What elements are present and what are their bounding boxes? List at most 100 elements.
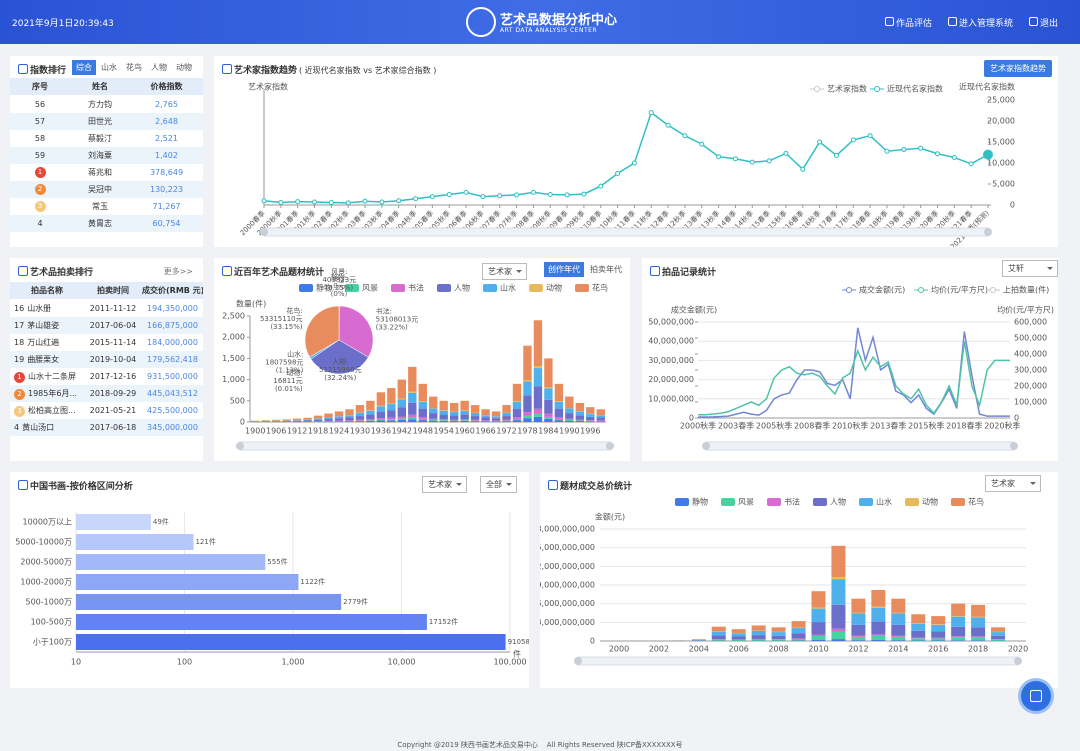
select[interactable]: 艾轩 bbox=[1002, 260, 1058, 277]
bar-segment bbox=[460, 414, 469, 420]
site-subtitle: ART DATA ANALYSIS CENTER bbox=[500, 27, 598, 34]
more-link[interactable]: 更多>> bbox=[163, 267, 193, 276]
select[interactable]: 艺术家 bbox=[985, 475, 1041, 492]
tab[interactable]: 拍卖年代 bbox=[590, 265, 622, 274]
fab-icon bbox=[1030, 690, 1042, 702]
x-tick-label: 1990 bbox=[559, 427, 579, 436]
zoom-handle[interactable] bbox=[574, 657, 582, 665]
y-tick-label: 100,000 bbox=[1014, 398, 1047, 407]
select[interactable]: 艺术家 bbox=[422, 476, 467, 493]
cell: 1 bbox=[10, 167, 70, 178]
table-header: 拍品名称 拍卖时间 成交价(RMB 元) bbox=[10, 282, 203, 299]
bar-segment bbox=[791, 621, 806, 628]
bar-segment bbox=[282, 419, 291, 421]
zoom-handle[interactable] bbox=[260, 228, 268, 236]
x-tick-label: 2000秋季 bbox=[680, 421, 716, 431]
nav-item[interactable]: 退出 bbox=[1028, 16, 1058, 29]
cell: 2017-06-04 bbox=[89, 321, 137, 330]
table-row: 16 山水册 2011-11-12 194,350,000 bbox=[10, 300, 203, 317]
point bbox=[514, 192, 520, 198]
cell: 130,223 bbox=[149, 185, 184, 194]
bar-segment bbox=[891, 613, 906, 625]
bar-segment bbox=[596, 409, 605, 416]
legend-label: 上拍数量(件) bbox=[1003, 285, 1049, 295]
bar bbox=[76, 554, 266, 570]
bar-segment bbox=[565, 408, 574, 409]
totals-panel: 金额(元) 0 3,000,000,000 6,000,000,000 9,000,00… bbox=[540, 472, 1058, 688]
bar-segment bbox=[292, 418, 302, 421]
zoom-handle[interactable] bbox=[236, 442, 244, 450]
cell: 黄胄志 bbox=[88, 219, 112, 228]
bar-segment bbox=[533, 413, 543, 417]
select[interactable]: 全部 bbox=[480, 476, 517, 493]
tab[interactable]: 花鸟 bbox=[126, 63, 142, 72]
bar-segment bbox=[971, 637, 986, 641]
point bbox=[530, 189, 536, 195]
cell: 16 山水册 bbox=[10, 303, 84, 314]
y-tick-label: 2,500 bbox=[222, 312, 245, 321]
bar-segment bbox=[751, 635, 766, 639]
bar-segment bbox=[324, 413, 333, 418]
point bbox=[716, 154, 722, 160]
bar-segment bbox=[366, 414, 375, 420]
bar-segment bbox=[851, 635, 866, 637]
zoom-handle[interactable] bbox=[984, 228, 992, 236]
point bbox=[345, 200, 351, 206]
x-tick-label: 1966 bbox=[475, 427, 495, 436]
x-tick-label: 2016 bbox=[928, 645, 948, 654]
select[interactable]: 艺术家 bbox=[482, 263, 527, 280]
zoom-handle[interactable] bbox=[1010, 442, 1018, 450]
bar-segment bbox=[691, 639, 706, 640]
cell: 59 bbox=[10, 151, 70, 160]
pie-label: 静物: bbox=[331, 273, 347, 282]
fab-button[interactable] bbox=[1018, 678, 1054, 714]
zoom-handle[interactable] bbox=[1014, 657, 1022, 665]
nav-item[interactable]: 进入管理系统 bbox=[947, 16, 1013, 29]
bar-segment bbox=[387, 388, 396, 404]
bar-segment bbox=[831, 579, 846, 605]
bar bbox=[76, 514, 151, 530]
zoom-handle[interactable] bbox=[702, 442, 710, 450]
pie-label: 山水: bbox=[287, 349, 303, 358]
bar-segment bbox=[397, 407, 407, 417]
bar-segment bbox=[911, 638, 926, 641]
bar-segment bbox=[387, 403, 396, 405]
zoom-handle[interactable] bbox=[606, 442, 614, 450]
point bbox=[800, 166, 806, 172]
nav-item[interactable]: 作品评估 bbox=[884, 16, 932, 29]
table-header: 序号 姓名 价格指数 bbox=[10, 78, 203, 95]
point bbox=[749, 159, 755, 165]
tab[interactable]: 山水 bbox=[101, 63, 117, 72]
bar-segment bbox=[355, 416, 365, 420]
item-name: 松柏高立图... bbox=[28, 405, 76, 415]
bar-segment bbox=[418, 420, 427, 422]
tab[interactable]: 综合 bbox=[72, 60, 96, 75]
rank: 3 bbox=[14, 405, 25, 417]
cell: 2 bbox=[10, 184, 70, 195]
pie-slice bbox=[304, 305, 340, 358]
bar-segment bbox=[512, 401, 522, 402]
table-row: 56 方力钧 2,765 bbox=[10, 96, 203, 113]
bar-segment bbox=[449, 420, 459, 422]
cell: 2,521 bbox=[155, 134, 178, 143]
rank: 1 bbox=[14, 371, 25, 383]
trend-button[interactable]: 艺术家指数趋势 bbox=[984, 60, 1052, 77]
tab[interactable]: 创作年代 bbox=[544, 262, 584, 277]
bar-segment bbox=[355, 419, 365, 421]
point bbox=[446, 192, 452, 197]
bar-segment bbox=[575, 420, 585, 422]
cell: 166,875,000 bbox=[147, 321, 198, 330]
bar-segment bbox=[871, 634, 886, 636]
point bbox=[261, 198, 267, 204]
legend-marker bbox=[814, 86, 820, 92]
bar-segment bbox=[751, 639, 766, 641]
y-tick-label: 400,000 bbox=[1014, 350, 1047, 359]
bar-segment bbox=[355, 413, 365, 417]
bar-segment bbox=[554, 408, 564, 418]
x-tick-label: 2000 bbox=[609, 645, 629, 654]
tab[interactable]: 动物 bbox=[176, 63, 192, 72]
cell: 2011-11-12 bbox=[89, 304, 137, 313]
bar-segment bbox=[282, 421, 291, 422]
bar-segment bbox=[397, 418, 407, 420]
tab[interactable]: 人物 bbox=[151, 63, 167, 72]
